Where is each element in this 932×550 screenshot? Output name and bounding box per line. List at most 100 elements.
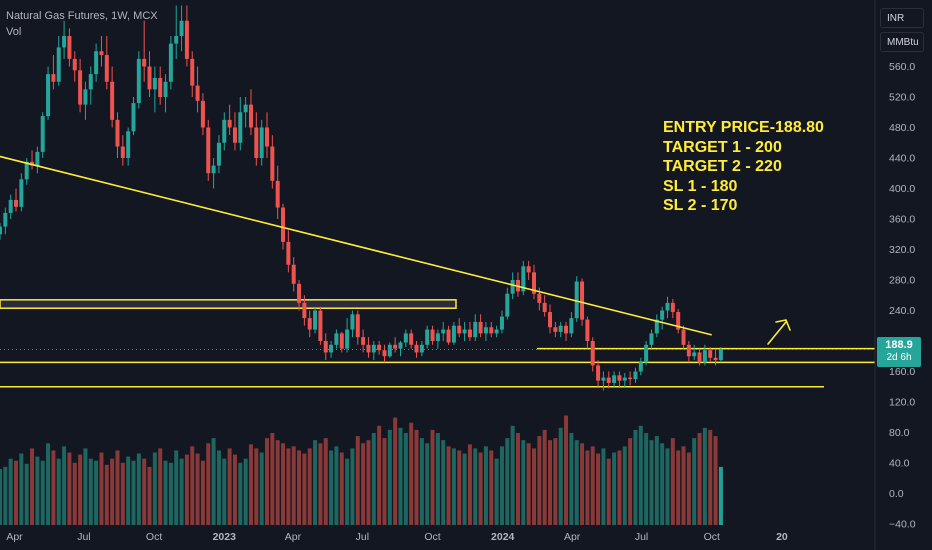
volume-bar (419, 438, 424, 525)
candle-body (585, 319, 590, 341)
stop-loss-2-text: SL 2 - 170 (663, 197, 738, 214)
volume-bar (222, 458, 227, 525)
bar-countdown: 2d 6h (886, 352, 912, 363)
candle-body (387, 344, 392, 357)
candle-body (248, 104, 253, 128)
candle-body (435, 333, 440, 341)
currency-button[interactable]: INR (880, 8, 924, 28)
candle-body (40, 116, 45, 152)
candle-body (564, 325, 569, 334)
volume-bar (35, 456, 40, 525)
volume-bar (515, 432, 520, 525)
volume-bar (371, 432, 376, 525)
price-tick-label: 80.0 (889, 427, 910, 439)
time-axis-label: Oct (424, 531, 440, 543)
volume-bar (393, 417, 398, 525)
candle-body (617, 375, 622, 381)
volume-bar (259, 452, 264, 525)
volume-bar (83, 448, 88, 525)
candle-body (505, 293, 510, 317)
volume-bar (40, 460, 45, 525)
volume-bar (67, 452, 72, 525)
volume-bar (56, 458, 61, 525)
descending-trendline (0, 155, 712, 336)
volume-bar (163, 460, 168, 525)
volume-bar (8, 458, 13, 525)
stop-loss-1-text: SL 1 - 180 (663, 177, 738, 195)
volume-bar (441, 440, 446, 525)
volume-bar (446, 446, 451, 525)
volume-bar (200, 460, 205, 525)
candle-body (676, 312, 681, 330)
symbol-title: Natural Gas Futures, 1W, MCX (6, 10, 158, 22)
candle-body (270, 146, 275, 181)
candle-body (548, 312, 553, 328)
candle-body (398, 342, 403, 349)
candle-body (580, 281, 585, 320)
volume-bar (24, 463, 29, 525)
volume-bar (494, 458, 499, 525)
volume-bar (152, 452, 157, 525)
candle-body (366, 344, 371, 353)
volume-bar (216, 450, 221, 525)
volume-bar (430, 429, 435, 525)
candle-body (206, 127, 211, 174)
unit-button[interactable]: MMBtu (880, 32, 924, 52)
price-tick-label: 40.0 (889, 458, 910, 470)
candle-body (56, 47, 61, 82)
volume-bar (601, 448, 606, 525)
candle-body (345, 329, 350, 349)
time-axis-label: 20 (776, 531, 788, 543)
volume-bar (686, 452, 691, 525)
volume-bar (409, 422, 414, 525)
candle-body (168, 43, 173, 82)
candle-body (670, 302, 675, 313)
volume-bar (387, 429, 392, 525)
target-2-text: TARGET 2 - 220 (663, 158, 782, 175)
candle-body (537, 293, 542, 303)
candle-body (681, 329, 686, 345)
volume-bar (451, 448, 456, 525)
price-tick-label: 0.0 (889, 488, 904, 500)
resistance-zone (0, 299, 457, 309)
volume-bar (526, 443, 531, 525)
candle-body (553, 327, 558, 332)
volume-bar (0, 468, 2, 525)
trade-plan-annotation: ENTRY PRICE-188.80 TARGET 1 - 200 TARGET… (663, 118, 824, 216)
price-tick-label: 560.0 (889, 61, 915, 73)
volume-bar (248, 444, 253, 525)
candle-body (590, 341, 595, 366)
volume-bar (532, 448, 536, 525)
volume-bar (126, 456, 131, 525)
candle-body (713, 357, 718, 361)
volume-bar (355, 436, 360, 525)
volume-bar (361, 443, 366, 525)
volume-bar (510, 425, 515, 525)
volume-bar (286, 448, 291, 525)
volume-bar (329, 450, 334, 525)
candle-body (718, 349, 723, 361)
time-axis-label: Jul (356, 531, 369, 543)
volume-bar (622, 446, 627, 525)
volume-bar (660, 443, 665, 525)
last-price-badge: 188.9 2d 6h (877, 337, 921, 367)
candle-body (430, 329, 435, 341)
volume-bar (323, 438, 328, 525)
candle-body (136, 58, 141, 104)
candle-body (200, 100, 205, 128)
volume-bar (670, 438, 675, 525)
candle-body (281, 207, 286, 242)
volume-bar (457, 450, 462, 525)
candle-body (126, 131, 131, 158)
volume-bar (195, 453, 200, 525)
volume-bar (708, 429, 713, 525)
candle-body (88, 74, 93, 90)
candle-body (195, 85, 200, 101)
price-tick-label: 440.0 (889, 153, 915, 165)
volume-bar (676, 450, 681, 525)
volume-bar (580, 443, 585, 525)
candle-body (99, 51, 104, 56)
volume-bar (179, 458, 184, 525)
candle-body (222, 119, 227, 143)
